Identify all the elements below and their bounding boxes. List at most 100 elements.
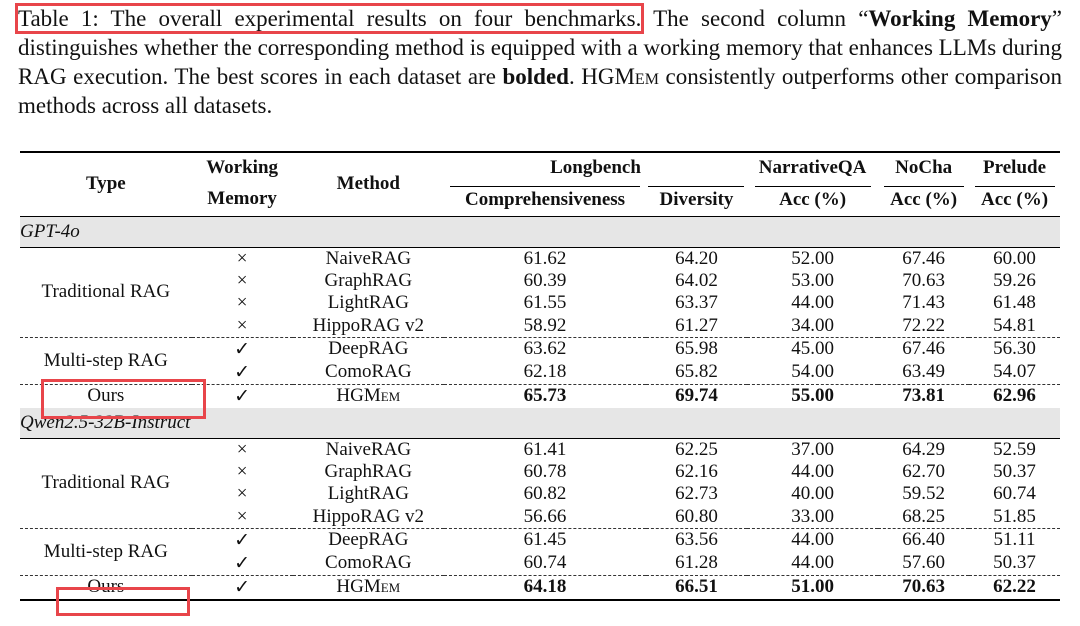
type-traditional-rag: Traditional RAG [41,281,171,302]
cross-mark-icon: × [236,247,248,269]
cell-nocha: 72.22 [902,314,946,336]
cell-nqa: 40.00 [791,483,834,505]
cross-mark-icon: × [236,438,248,460]
table-row: Traditional RAG × NaiveRAG 61.41 62.25 37.00 6… [20,438,1060,494]
header-comprehensiveness-label: Comprehensiveness [450,186,641,211]
method-name: HippoRAG v2 [312,314,425,336]
cell-comp: 63.62 [444,336,646,361]
method-name: DeepRAG [292,336,445,361]
cell-div: 65.98 [646,336,747,361]
cell-div: 61.27 [675,314,718,336]
cross-mark-icon: × [236,314,248,336]
check-mark-icon: ✓ [191,527,293,552]
cell-nocha: 57.60 [902,552,946,573]
header-diversity-label: Diversity [648,186,745,211]
table-row: Multi-step RAG ✓ DeepRAG 63.62 65.98 45.00 67.… [20,336,1060,384]
cell-nocha: 63.49 [902,361,946,382]
method-name: HGMem [292,574,445,601]
cell-prelude: 54.81 [993,314,1036,336]
caption-label: Table 1: The overall experimental result… [18,6,642,31]
caption-text: ” distinguishes whether the correspondin… [18,6,1062,89]
cell-nocha: 73.81 [878,383,970,408]
cell-div: 63.37 [675,292,718,314]
cell-div: 61.28 [675,552,718,573]
table-row: ✓ ComoRAG 62.18 65.82 54.00 63.49 54.07 [20,361,1060,385]
cell-nqa: 34.00 [791,314,834,336]
header-acc-prelude: Acc (%) [969,182,1060,217]
cell-nocha: 64.29 [902,438,946,460]
caption-text: consistently outperforms other compariso… [18,64,1062,118]
caption-text: The second column “ [641,6,869,31]
cell-nqa: 33.00 [791,505,834,527]
cell-div: 62.73 [675,483,718,505]
cell-prelude: 62.96 [969,383,1060,408]
method-name: DeepRAG [292,527,445,552]
cell-div: 60.80 [675,505,718,527]
cell-nqa: 44.00 [791,292,834,314]
table-row: × GraphRAG 60.39 64.02 53.00 70.63 59.26 [20,270,1060,293]
check-mark-icon: ✓ [191,574,293,601]
table-row: Ours ✓ HGMem 65.73 69.74 55.00 73.81 62.96 [20,383,1060,408]
cell-nocha: 59.52 [902,483,946,505]
cell-nqa: 44.00 [791,552,834,573]
cell-comp: 61.62 [523,247,567,269]
cell-nocha: 67.46 [878,336,970,361]
cell-comp: 58.92 [523,314,567,336]
caption-text: . [568,64,582,89]
cell-nqa: 44.00 [746,527,879,552]
cell-nqa: 55.00 [746,383,879,408]
type-ours: Ours [20,383,192,408]
caption-bold-working-memory: Working Memory [868,6,1052,31]
results-table: Type Working Method Longbench NarrativeQ… [20,151,1060,601]
table-row: Ours ✓ HGMem 64.18 66.51 51.00 70.63 62.22 [20,574,1060,601]
cell-nocha: 67.46 [902,247,946,269]
method-name: NaiveRAG [325,438,412,460]
header-comprehensiveness: Comprehensiveness [444,182,646,217]
header-row-1: Type Working Method Longbench NarrativeQ… [20,152,1060,217]
table-row: Multi-step RAG ✓ DeepRAG 61.45 63.56 44.00 66.… [20,527,1060,575]
cell-nocha: 71.43 [902,292,946,314]
caption-bold-word: bolded [502,64,569,89]
cell-comp: 62.18 [523,361,567,382]
cell-nocha: 68.25 [902,505,946,527]
cell-nocha: 70.63 [902,269,946,291]
cell-div: 66.51 [646,574,747,601]
table-row: Traditional RAG × NaiveRAG 61.62 64.20 52.00 6… [20,247,1060,303]
cell-div: 63.56 [646,527,747,552]
caption-label-highlight: Table 1: The overall experimental result… [14,3,645,34]
header-longbench: Longbench [550,156,641,178]
highlight-box-ours-qwen [56,587,190,616]
cell-div: 62.16 [675,460,718,482]
header-acc-nocha-label: Acc (%) [883,186,964,211]
table-row: × HippoRAG v2 58.92 61.27 34.00 72.22 54.81 [20,315,1060,338]
method-name: ComoRAG [325,361,412,382]
method-name: NaiveRAG [325,247,412,269]
cell-div: 64.20 [675,247,718,269]
cell-nqa: 44.00 [791,460,834,482]
method-name: HippoRAG v2 [312,505,425,527]
cell-prelude: 51.85 [993,505,1036,527]
cell-nqa: 54.00 [791,361,834,382]
method-name: GraphRAG [324,460,413,482]
cell-prelude: 51.11 [969,527,1060,552]
cross-mark-icon: × [236,269,248,291]
cell-comp: 60.82 [523,483,567,505]
cell-comp: 60.78 [523,460,567,482]
cell-comp: 56.66 [523,505,567,527]
cell-nocha: 66.40 [878,527,970,552]
cell-comp: 60.39 [523,269,567,291]
check-mark-icon: ✓ [191,336,293,361]
cross-mark-icon: × [236,292,248,314]
header-acc-prelude-label: Acc (%) [974,186,1055,211]
method-name: ComoRAG [325,552,412,573]
header-diversity: Diversity [646,182,747,217]
cross-mark-icon: × [236,460,248,482]
cell-prelude: 60.74 [993,483,1036,505]
table-row: × LightRAG 61.55 63.37 44.00 71.43 61.48 [20,292,1060,315]
cell-comp: 64.18 [444,574,646,601]
header-nocha: NoCha [895,156,953,178]
method-name: LightRAG [327,483,409,505]
cell-div: 64.02 [675,269,718,291]
table-row: × HippoRAG v2 56.66 60.80 33.00 68.25 51.85 [20,506,1060,529]
header-acc-narrativeqa-label: Acc (%) [754,186,871,211]
